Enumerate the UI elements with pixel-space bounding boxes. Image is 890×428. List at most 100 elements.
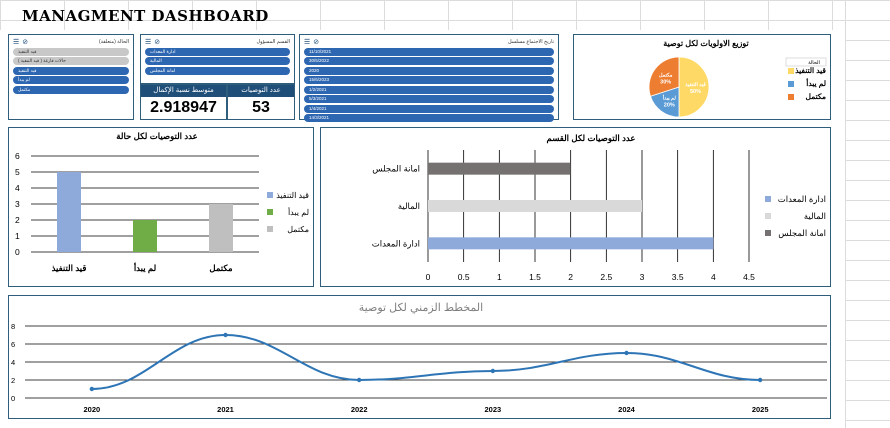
slicer-tools: ☰ ⊘: [13, 38, 28, 46]
pie-data-label: قيد التنفيذ: [685, 82, 706, 88]
bar: [428, 162, 571, 175]
legend-label: مكتمل: [287, 225, 309, 234]
status-bar-panel[interactable]: عدد التوصيات لكل حالة 0 1 2 3 4 5 6 قيد التنفيذ ل…: [8, 127, 314, 287]
y-tick-label: 3: [15, 199, 20, 209]
pie-data-label: مكتمل: [659, 72, 673, 78]
x-tick-label: 2022: [351, 405, 368, 414]
slicer-item[interactable]: 5/3/2021: [304, 95, 554, 103]
pie-data-label-percent: 30%: [660, 79, 671, 85]
pie-data-label-percent: 50%: [690, 89, 701, 95]
x-tick-label: 2024: [618, 405, 636, 414]
legend-swatch: [788, 94, 794, 100]
slicer-item[interactable]: 1/2/2021: [304, 85, 554, 94]
data-point: [356, 377, 362, 383]
avg-completion-kpi: متوسط نسبة الإكمال 2.918947: [140, 84, 227, 120]
bar: [428, 200, 642, 212]
kpi-value: 53: [252, 99, 270, 116]
x-tick-label: 3: [640, 272, 645, 282]
legend-swatch: [765, 230, 771, 236]
x-tick-label: 2021: [217, 405, 234, 414]
multiselect-icon[interactable]: ☰: [13, 39, 20, 46]
x-tick-label: 4: [711, 272, 716, 282]
x-tick-label: 2020: [83, 405, 100, 414]
pie-data-label: لم يبدأ: [663, 93, 677, 101]
y-tick-label: 6: [11, 340, 15, 349]
priority-pie-panel[interactable]: توزيع الاولويات لكل توصية قيد التنفيذ 50% ل…: [573, 34, 831, 120]
legend-label: امانة المجلس: [778, 228, 826, 239]
chart-title: توزيع الاولويات لكل توصية: [663, 39, 749, 49]
timeline-line-panel[interactable]: المخطط الزمني لكل توصية 0 2 4 6 8 2020 2021 2022…: [8, 295, 831, 419]
slicer-item[interactable]: حالات فارغة ( قيد التنفيذ ): [13, 57, 129, 65]
slicer-item[interactable]: المالية: [145, 57, 290, 65]
legend-filter-box: [785, 57, 827, 67]
data-point: [223, 332, 228, 338]
multiselect-icon[interactable]: ☰: [145, 39, 152, 46]
y-tick-label: امانة المجلس: [372, 164, 420, 175]
clear-filter-icon[interactable]: ⊘: [22, 39, 29, 46]
y-tick-label: 0: [15, 247, 20, 257]
slicer-item[interactable]: لم يبدأ: [13, 76, 129, 84]
kpi-label: متوسط نسبة الإكمال: [141, 85, 226, 97]
slicer-header-label: الحالة (متعلقة): [98, 39, 129, 45]
department-bar-chart: عدد التوصيات لكل القسم 0 0.5 1 1.5 2 2.5 3 3.5 4 4…: [372, 133, 826, 282]
bar: [133, 220, 157, 252]
slicer-item[interactable]: مكتمل: [13, 85, 129, 94]
x-tick-label: 4.5: [743, 272, 755, 282]
pie-slice: [678, 56, 710, 118]
x-tick-label: 0: [426, 272, 431, 282]
meeting-date-slicer[interactable]: ☰ ⊘ تاريخ الاجتماع مسلسل 11/10/2021 30/5/202…: [299, 34, 559, 122]
legend-swatch: [788, 68, 794, 74]
slicer-item[interactable]: قيد التنفيذ: [13, 66, 129, 75]
legend-swatch: [267, 192, 273, 198]
kpi-label: عدد التوصيات: [228, 85, 294, 97]
y-tick-label: 8: [11, 322, 15, 331]
x-tick-label: 2.5: [600, 272, 612, 282]
x-tick-label: 3.5: [672, 272, 684, 282]
y-tick-label: 4: [15, 183, 20, 193]
y-tick-label: 6: [15, 151, 20, 161]
spreadsheet-grid-right: [845, 0, 890, 428]
legend-swatch: [765, 196, 771, 202]
dashboard-title: MANAGMENT DASHBOARD: [22, 7, 269, 25]
x-tick-label: 2: [568, 272, 573, 282]
slicer-item[interactable]: 30/5/2022: [304, 57, 554, 65]
clear-filter-icon[interactable]: ⊘: [154, 39, 161, 46]
legend-label: لم يبدأ: [288, 206, 309, 217]
legend-label: ادارة المعدات: [778, 194, 826, 205]
slicer-tools: ☰ ⊘: [145, 38, 160, 46]
data-point: [89, 386, 95, 392]
slicer-item[interactable]: قيد التنفيذ: [13, 47, 129, 56]
slicer-header: ☰ ⊘ الحالة (متعلقة): [13, 38, 129, 46]
pie-slice: [649, 86, 680, 118]
chart-title: المخطط الزمني لكل توصية: [359, 302, 483, 314]
legend-label: المالية: [804, 211, 826, 221]
x-tick-label: مكتمل: [209, 263, 233, 273]
pie-data-label-percent: 20%: [664, 102, 675, 108]
slicer-header-label: تاريخ الاجتماع مسلسل: [507, 39, 554, 45]
clear-filter-icon[interactable]: ⊘: [313, 39, 320, 46]
multiselect-icon[interactable]: ☰: [304, 39, 311, 46]
slicer-item[interactable]: 1/4/2021: [304, 104, 554, 113]
department-bar-panel[interactable]: عدد التوصيات لكل القسم 0 0.5 1 1.5 2 2.5 3 3.5 4 4…: [320, 127, 831, 287]
slicer-item[interactable]: 11/10/2021: [304, 47, 554, 56]
slicer-header-label: القسم المسؤول: [256, 39, 290, 45]
slicer-tools: ☰ ⊘: [304, 38, 319, 46]
legend-label: لم يبدأ: [806, 76, 826, 89]
slicer-item[interactable]: 2020: [304, 66, 554, 75]
series-line: [91, 333, 761, 390]
slicer-header: ☰ ⊘ تاريخ الاجتماع مسلسل: [304, 38, 554, 46]
department-slicer[interactable]: ☰ ⊘ القسم المسؤول ادارة المعدات المالية امانة…: [140, 34, 295, 84]
x-tick-label: 1.5: [529, 272, 541, 282]
bar: [209, 204, 233, 252]
status-slicer[interactable]: ☰ ⊘ الحالة (متعلقة) قيد التنفيذ حالات فارغة …: [8, 34, 134, 120]
slicer-item[interactable]: امانة المجلس: [145, 66, 290, 75]
y-tick-label: 1: [15, 231, 20, 241]
slicer-header: ☰ ⊘ القسم المسؤول: [145, 38, 290, 46]
slicer-item[interactable]: ادارة المعدات: [145, 47, 290, 56]
legend-swatch: [267, 226, 273, 232]
data-point: [490, 368, 496, 374]
status-bar-chart: عدد التوصيات لكل حالة 0 1 2 3 4 5 6 قيد التنفيذ ل…: [15, 131, 309, 274]
slicer-item[interactable]: 14/3/2021: [304, 114, 554, 122]
slicer-item[interactable]: 15/6/2023: [304, 76, 554, 84]
